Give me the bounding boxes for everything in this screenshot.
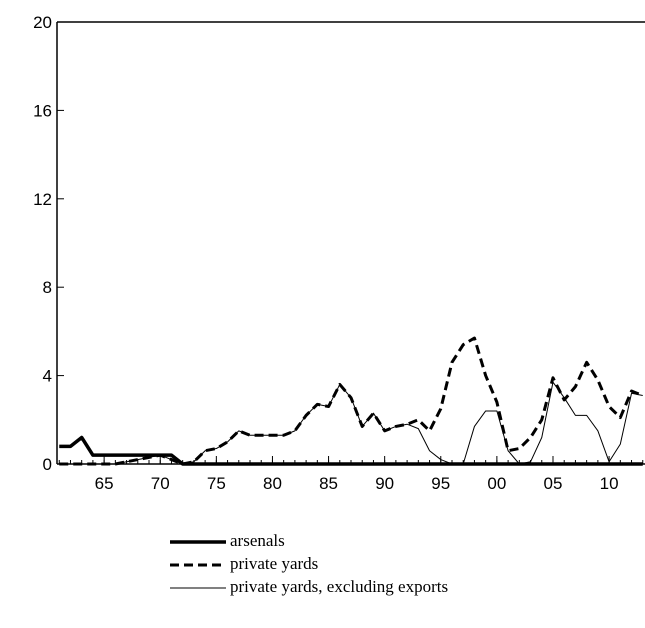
series-line <box>59 435 643 466</box>
y-tick-label: 12 <box>33 190 52 209</box>
x-tick-label: 95 <box>431 474 450 493</box>
x-tick-label: 00 <box>487 474 506 493</box>
x-tick-label: 80 <box>263 474 282 493</box>
y-tick-label: 4 <box>43 367 52 386</box>
y-tick-label: 0 <box>43 455 52 474</box>
legend-label: private yards <box>230 554 318 573</box>
x-tick-label: 85 <box>319 474 338 493</box>
x-tick-label: 90 <box>375 474 394 493</box>
legend-label: arsenals <box>230 531 285 550</box>
x-tick-label: 10 <box>600 474 619 493</box>
y-tick-label: 16 <box>33 101 52 120</box>
legend-label: private yards, excluding exports <box>230 577 448 596</box>
series-line <box>59 381 643 465</box>
x-tick-label: 70 <box>151 474 170 493</box>
x-tick-label: 75 <box>207 474 226 493</box>
x-tick-label: 05 <box>544 474 563 493</box>
y-tick-label: 8 <box>43 278 52 297</box>
x-tick-label: 65 <box>95 474 114 493</box>
series-line <box>59 336 644 466</box>
y-tick-label: 20 <box>33 13 52 32</box>
